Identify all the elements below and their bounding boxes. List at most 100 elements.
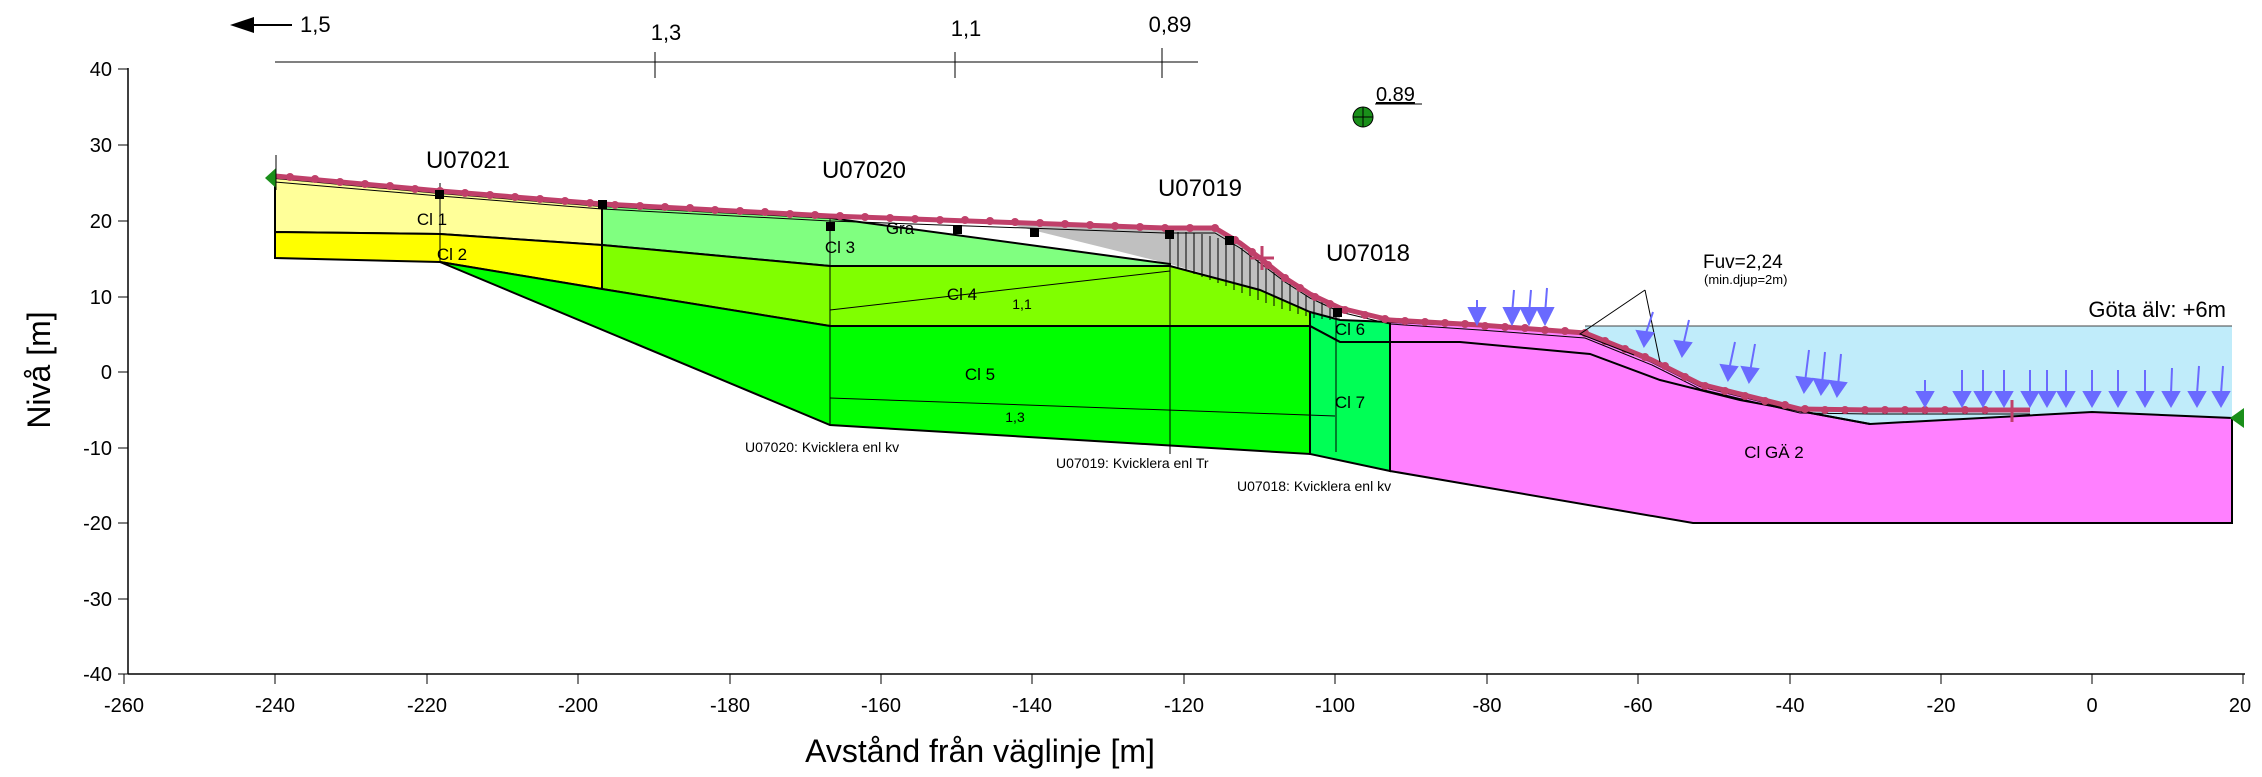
y-tick: -20 [83,513,128,535]
y-axis-title: Nivå [m] [21,311,57,428]
interior-lines [439,183,1337,454]
x-tick: -160 [861,674,901,717]
left-boundary-icon [265,168,276,188]
y-tick-label: -30 [83,589,112,611]
x-axis: -260 -240 -220 -200 -180 -160 -140 -120 … [104,674,2251,717]
y-tick-label: 0 [101,362,112,384]
load-arrow-icon [2187,365,2207,409]
y-tick: 40 [90,59,128,81]
load-arrow-icon [1915,380,1935,409]
critical-center-label: 0.89 [1376,84,1415,106]
y-tick: 20 [90,211,128,233]
slip-endpoint-marker [1250,246,2024,422]
load-arrow-icon [1719,341,1739,383]
load-arrow-icon [1502,289,1522,327]
x-tick: -80 [1473,674,1501,717]
profile-note: U07019: Kvicklera enl Tr [1056,455,1209,471]
load-arrow-icon [2037,370,2057,409]
y-tick: 30 [90,135,128,157]
load-arrow-icon [2108,370,2128,409]
y-tick-label: 40 [90,59,112,81]
layer-label: Cl 1 [417,210,447,229]
load-arrow-icon [1795,349,1815,395]
x-tick: -240 [255,674,295,717]
y-tick-label: -20 [83,513,112,535]
load-arrow-icon [1952,370,1972,409]
safety-factor-scale: 1,5 1,3 1,1 0,89 [230,12,1198,78]
load-arrow-icon [2082,370,2102,409]
y-tick-label: -10 [83,438,112,460]
x-tick-label: -160 [861,695,901,717]
y-tick: 0 [101,362,128,384]
load-arrow-icon [1467,300,1487,327]
scale-label: 0,89 [1149,12,1192,37]
layer-label: Cl 6 [1335,320,1365,339]
layer-fill [830,218,1340,320]
surface-outline [274,181,2030,415]
x-tick-label: -180 [710,695,750,717]
x-tick-label: -240 [255,695,295,717]
x-tick: -120 [1164,674,1204,717]
load-arrow-icon [1973,370,1993,409]
x-tick-label: -40 [1776,695,1805,717]
x-tick-label: -140 [1012,695,1052,717]
scale-label: 1,5 [300,12,331,37]
y-axis: 40 30 20 10 0 -10 -20 -30 -40 [83,59,128,686]
profile-note: U07020: Kvicklera enl kv [745,439,899,455]
x-tick-label: 0 [2086,695,2097,717]
x-tick: -180 [710,674,750,717]
borehole-label: U07020 [822,157,906,184]
y-tick-label: 10 [90,287,112,309]
y-tick-label: 30 [90,135,112,157]
load-arrow-icon [2056,370,2076,409]
arrow-left-icon [230,17,292,33]
borehole-label: U07019 [1158,175,1242,202]
axes-frame [127,68,2245,675]
ground-surface [274,173,2030,422]
x-tick: -140 [1012,674,1052,717]
layer-label: Cl 5 [965,365,995,384]
x-tick-label: -20 [1927,695,1956,717]
x-tick: -60 [1624,674,1652,717]
y-tick: -40 [83,664,128,686]
surface-line [274,173,2030,413]
layer-label: Cl 4 [947,285,977,304]
x-tick-label: 20 [2229,695,2251,717]
layer-label: Cl 2 [437,245,467,264]
y-tick: -30 [83,589,128,611]
load-arrow-icon [1994,370,2014,409]
load-arrow-icon [1812,351,1832,397]
x-axis-title: Avstånd från väglinje [m] [805,733,1155,769]
borehole-label: U07021 [426,147,510,174]
y-tick: -10 [83,438,128,460]
load-arrow-icon [1828,353,1848,399]
load-arrow-icon [2135,370,2155,409]
load-arrow-icon [1635,311,1655,349]
x-tick: -220 [407,674,447,717]
inner-label: 1,3 [1005,409,1025,425]
surface-nodes [286,173,1989,414]
layer-label: Cl 3 [825,238,855,257]
critical-center-marker: 0.89 [1352,84,1422,128]
y-tick: 10 [90,287,128,309]
x-tick: -100 [1315,674,1355,717]
layer-label: Cl GÄ 2 [1744,443,1804,462]
x-tick-label: -100 [1315,695,1355,717]
fuv-value: Fuv=2,24 [1703,252,1783,273]
x-tick: 20 [2229,674,2251,717]
x-tick: -40 [1776,674,1805,717]
x-tick: -200 [558,674,598,717]
x-tick: 0 [2086,674,2098,717]
borehole-markers [435,190,1342,317]
x-tick-label: -200 [558,695,598,717]
x-tick-label: -260 [104,695,144,717]
fuv-annotation: Fuv=2,24 (min.djup=2m) [1578,252,1787,363]
soil-layers [274,176,2233,524]
load-arrows [1467,287,2231,409]
load-arrow-icon [2020,370,2040,409]
fuv-note: (min.djup=2m) [1704,272,1787,287]
load-arrow-icon [1740,343,1760,385]
x-tick-label: -220 [407,695,447,717]
scale-label: 1,3 [651,20,682,45]
